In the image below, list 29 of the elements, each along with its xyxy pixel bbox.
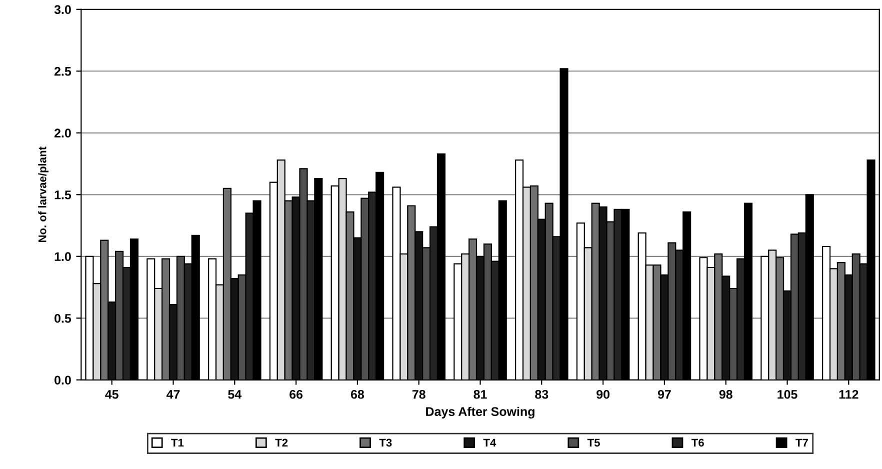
legend-label: T5: [587, 438, 600, 447]
legend-label: T4: [483, 438, 496, 446]
legend-label: T7: [796, 438, 808, 446]
x-tick-label: 105: [778, 390, 798, 399]
y-tick-label: 2.5: [54, 66, 72, 76]
legend-label: T1: [171, 438, 184, 446]
y-tick-label: 2.0: [54, 128, 71, 138]
legend-label: T3: [379, 438, 392, 447]
x-tick-label: 90: [596, 390, 610, 399]
x-tick-label: 66: [290, 390, 303, 399]
legend-label: T2: [275, 438, 288, 446]
y-tick-label: 1.5: [54, 190, 72, 200]
x-tick-label: 78: [412, 390, 426, 399]
y-tick-label: 0.0: [54, 376, 71, 385]
y-tick-label: 3.0: [54, 5, 71, 14]
x-tick-label: 81: [474, 390, 487, 399]
x-tick-label: 112: [839, 390, 858, 399]
x-tick-label: 45: [105, 390, 118, 399]
y-tick-label: 1.0: [54, 252, 71, 262]
x-tick-label: 54: [228, 390, 242, 399]
x-tick-label: 83: [535, 390, 548, 399]
x-tick-label: 68: [350, 390, 364, 399]
y-tick-label: 0.5: [54, 314, 72, 323]
x-tick-label: 98: [719, 390, 732, 399]
legend-label: T6: [691, 438, 704, 447]
x-tick-label: 97: [658, 390, 671, 399]
x-tick-label: 47: [166, 390, 180, 399]
y-axis-title: No. of larvae/plant: [38, 146, 48, 242]
x-axis-title: Days After Sowing: [426, 406, 534, 419]
